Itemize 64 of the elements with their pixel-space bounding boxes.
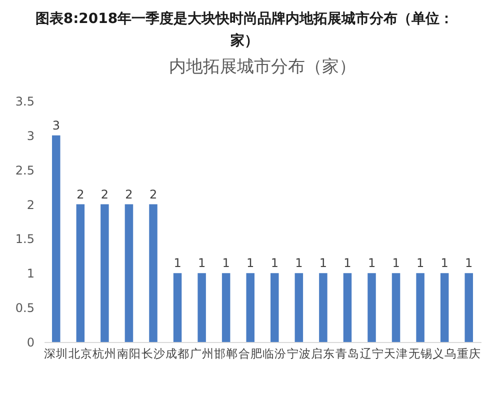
bar <box>440 273 449 342</box>
x-tick-label: 天津 <box>384 346 408 360</box>
y-tick-label: 3 <box>26 128 34 143</box>
bar <box>76 204 85 342</box>
data-label: 2 <box>125 187 133 202</box>
data-label: 3 <box>52 118 60 132</box>
data-label: 1 <box>222 256 230 270</box>
data-label: 1 <box>174 256 182 270</box>
bar <box>198 273 206 342</box>
x-tick-label: 邯郸 <box>214 346 238 360</box>
y-tick-label: 0.5 <box>15 301 34 316</box>
data-label: 1 <box>368 256 376 270</box>
y-tick-label: 2.5 <box>15 163 34 178</box>
data-label: 1 <box>246 256 254 270</box>
x-tick-label: 宁波 <box>286 346 311 360</box>
data-label: 1 <box>416 256 424 270</box>
x-tick-label: 青岛 <box>335 346 360 360</box>
y-tick-label: 0 <box>26 336 34 350</box>
data-label: 1 <box>465 256 473 270</box>
bar <box>149 204 158 342</box>
bar <box>464 273 473 342</box>
bar <box>270 273 279 342</box>
bar <box>124 204 134 342</box>
x-tick-label: 杭州 <box>92 346 117 360</box>
y-tick-label: 1.5 <box>15 232 34 246</box>
x-tick-label: 重庆 <box>456 346 481 360</box>
x-tick-label: 无锡 <box>408 346 432 360</box>
data-label: 1 <box>270 256 278 270</box>
x-tick-label: 长沙 <box>141 346 166 360</box>
bar <box>52 135 60 342</box>
y-tick-label: 3.5 <box>15 94 34 108</box>
bar <box>294 273 304 342</box>
x-tick-label: 南阳 <box>116 346 141 360</box>
data-label: 1 <box>440 256 448 270</box>
data-label: 2 <box>149 187 158 202</box>
x-tick-label: 合肥 <box>238 346 262 360</box>
x-tick-label: 义乌 <box>432 346 457 360</box>
chart-title: 图表8:2018年一季度是大块快时尚品牌内地拓展城市分布（单位：家） <box>34 10 455 51</box>
data-label: 1 <box>198 256 206 270</box>
y-tick-label: 2 <box>26 198 34 212</box>
x-tick-label: 成都 <box>166 346 190 360</box>
bar <box>173 273 182 342</box>
x-tick-label: 临汾 <box>262 346 287 360</box>
data-label: 1 <box>319 256 328 270</box>
data-label: 1 <box>295 256 303 270</box>
bar <box>246 273 254 342</box>
bar <box>368 273 376 342</box>
x-tick-label: 深圳 <box>44 346 68 360</box>
y-tick-label: 1 <box>26 266 34 281</box>
bar <box>222 273 230 342</box>
data-label: 1 <box>392 256 400 270</box>
data-label: 1 <box>344 256 352 270</box>
bar <box>392 273 400 342</box>
x-tick-label: 辽宁 <box>360 346 384 360</box>
data-label: 2 <box>76 187 84 202</box>
x-tick-label: 广州 <box>190 346 214 360</box>
bar <box>319 273 328 342</box>
chart-subtitle: 内地拓展城市分布（家） <box>169 57 356 77</box>
x-tick-label: 北京 <box>68 346 92 360</box>
bar <box>100 204 109 342</box>
x-tick-label: 启东 <box>311 346 336 360</box>
bar <box>416 273 424 342</box>
data-label: 2 <box>100 187 109 202</box>
bar <box>343 273 352 342</box>
